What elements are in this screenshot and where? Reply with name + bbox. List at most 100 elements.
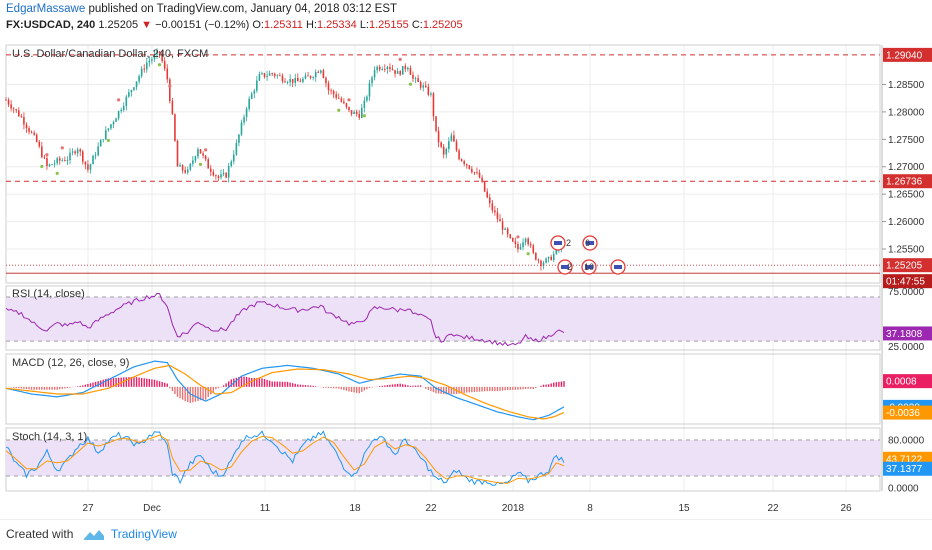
stoch-k-line [5, 430, 565, 486]
candle-body [468, 165, 471, 169]
candle-body [89, 164, 92, 170]
candle-body [117, 111, 120, 119]
candle-body [504, 228, 506, 230]
y-tick-label: 1.27000 [888, 162, 925, 173]
macd-label: MACD (12, 26, close, 9) [12, 357, 129, 369]
candle-body [84, 161, 87, 165]
candle-body [417, 78, 419, 83]
candle-body [186, 169, 189, 173]
candle-body [483, 181, 486, 192]
rsi-label: RSI (14, close) [12, 288, 85, 300]
candle-body [38, 141, 41, 147]
candle-body [373, 70, 376, 78]
signal-dot [337, 108, 341, 112]
candle-body [192, 160, 194, 164]
candle-body [304, 75, 307, 79]
signal-dot [168, 84, 172, 88]
candle-body [145, 62, 148, 70]
flag-stripe [554, 241, 562, 245]
signal-dot [60, 146, 64, 150]
x-tick-label: 26 [840, 503, 852, 514]
candle-body [448, 141, 450, 149]
down-arrow-icon: ▼ [141, 19, 153, 31]
x-tick-label: 15 [678, 503, 690, 514]
candle-body [166, 68, 169, 80]
candle-body [258, 73, 261, 81]
candle-body [458, 150, 460, 160]
candle-body [273, 73, 276, 76]
macd-value-box [883, 374, 932, 389]
candle-body [120, 109, 122, 112]
candle-body [250, 93, 253, 99]
quote-line: FX:USDCAD, 240 1.25205 ▼ −0.00151 (−0.12… [6, 19, 463, 31]
candle-body [353, 111, 355, 115]
candle-body [424, 85, 427, 87]
candle-body [427, 86, 430, 95]
candle-body [550, 256, 553, 261]
candle-body [261, 73, 263, 74]
candle-body [537, 259, 540, 261]
created-with-text: Created with [6, 527, 74, 541]
candle-body [140, 68, 143, 77]
candle-body [491, 203, 494, 211]
signal-dot [40, 164, 44, 169]
candle-body [279, 75, 281, 77]
candle-body [7, 99, 10, 105]
candle-body [97, 146, 99, 156]
candle-body [330, 90, 332, 92]
last-price-label: 1.25205 [886, 261, 923, 272]
candle-body [460, 159, 463, 162]
tradingview-brand-link[interactable]: TradingView [110, 527, 177, 541]
y-tick-label: 1.26000 [888, 217, 925, 228]
candle-body [10, 104, 12, 109]
candle-body [348, 106, 350, 111]
signal-dot [198, 162, 203, 167]
macd-line [5, 360, 565, 421]
candle-body [41, 146, 43, 158]
candle-body [20, 116, 23, 118]
candle-body [396, 71, 399, 74]
close-value: 1.25205 [422, 19, 463, 31]
x-tick-label: 22 [767, 503, 779, 514]
flag-stripe [561, 265, 569, 269]
footer: Created with TradingView [6, 527, 177, 541]
candle-body [225, 172, 227, 178]
candle-body [471, 168, 473, 173]
publish-header: EdgarMassawe published on TradingView.co… [6, 3, 397, 15]
published-text: published on TradingView.com, January 04… [88, 3, 398, 15]
y-tick-label: 1.26500 [888, 190, 925, 201]
candle-body [302, 78, 304, 82]
candle-body [325, 77, 327, 84]
signal-dot [398, 57, 402, 61]
candle-body [519, 247, 522, 250]
candle-body [163, 61, 166, 69]
candle-body [463, 161, 465, 164]
candle-body [181, 165, 184, 171]
candle-body [506, 228, 509, 235]
candle-body [263, 73, 266, 77]
candle-body [535, 252, 537, 260]
stoch-d-value-label: 37.1377 [886, 464, 923, 475]
candle-body [350, 110, 353, 115]
candle-body [243, 117, 245, 123]
signal-dot [526, 252, 530, 256]
candle-body [189, 163, 192, 170]
candle-body [69, 152, 71, 161]
author-link[interactable]: EdgarMassawe [6, 3, 86, 15]
candle-body [79, 149, 82, 152]
signal-dot [117, 98, 121, 102]
candle-body [28, 128, 30, 132]
macd-value-box [883, 405, 932, 420]
candle-body [245, 108, 248, 118]
countdown-label: 01:47:55 [886, 277, 925, 288]
candle-body [540, 260, 542, 266]
candle-body [33, 132, 35, 135]
chart-canvas[interactable]: 27 Dec 11 18 22 2018 8 15 22 261.285001.280001.27… [0, 36, 932, 520]
candle-body [340, 98, 343, 102]
x-tick-label: 27 [82, 503, 94, 514]
candle-body [138, 76, 140, 82]
level-label: 1.26736 [886, 177, 923, 188]
candle-body [102, 139, 105, 141]
candle-body [156, 51, 158, 55]
level-label: 1.29040 [886, 50, 923, 61]
